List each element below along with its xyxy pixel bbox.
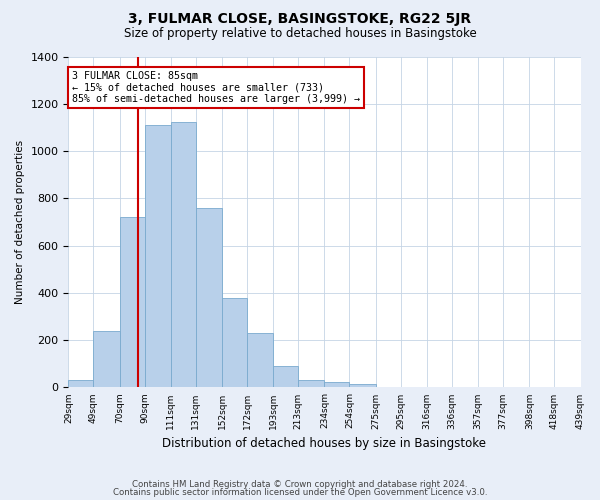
- Text: 3, FULMAR CLOSE, BASINGSTOKE, RG22 5JR: 3, FULMAR CLOSE, BASINGSTOKE, RG22 5JR: [128, 12, 472, 26]
- X-axis label: Distribution of detached houses by size in Basingstoke: Distribution of detached houses by size …: [163, 437, 487, 450]
- Bar: [145, 125, 171, 388]
- Text: Contains HM Land Registry data © Crown copyright and database right 2024.: Contains HM Land Registry data © Crown c…: [132, 480, 468, 489]
- Bar: [349, 384, 376, 388]
- Bar: [94, 330, 119, 388]
- Y-axis label: Number of detached properties: Number of detached properties: [15, 140, 25, 304]
- Bar: [222, 298, 247, 388]
- Bar: [325, 382, 349, 388]
- Text: Contains public sector information licensed under the Open Government Licence v3: Contains public sector information licen…: [113, 488, 487, 497]
- Bar: [171, 122, 196, 388]
- Text: 3 FULMAR CLOSE: 85sqm
← 15% of detached houses are smaller (733)
85% of semi-det: 3 FULMAR CLOSE: 85sqm ← 15% of detached …: [72, 70, 360, 104]
- Bar: [196, 208, 222, 388]
- Text: Size of property relative to detached houses in Basingstoke: Size of property relative to detached ho…: [124, 28, 476, 40]
- Bar: [68, 380, 94, 388]
- Bar: [273, 366, 298, 388]
- Bar: [298, 380, 325, 388]
- Bar: [247, 333, 273, 388]
- Bar: [119, 217, 145, 388]
